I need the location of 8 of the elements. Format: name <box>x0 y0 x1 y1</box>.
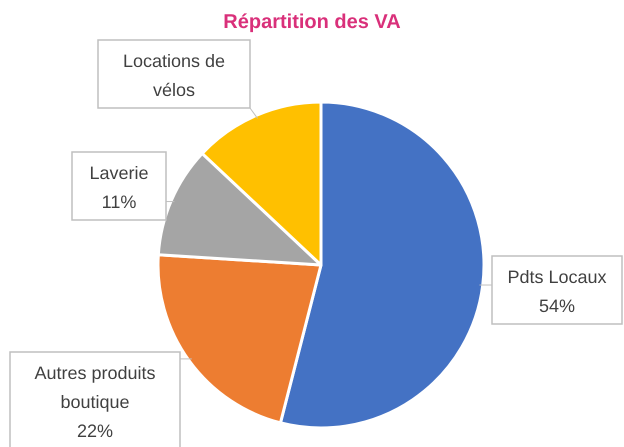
data-label: 54% <box>538 296 576 316</box>
data-label: 11% <box>102 192 136 212</box>
slice-label: Laverie <box>89 163 149 183</box>
slice-label: Autres produits boutique <box>34 363 156 412</box>
slice-label: Pdts Locaux <box>507 267 607 287</box>
data-label: 22% <box>76 421 114 441</box>
slice-label: Locations de vélos <box>122 51 226 100</box>
chart-title: Répartition des VA <box>223 11 401 33</box>
